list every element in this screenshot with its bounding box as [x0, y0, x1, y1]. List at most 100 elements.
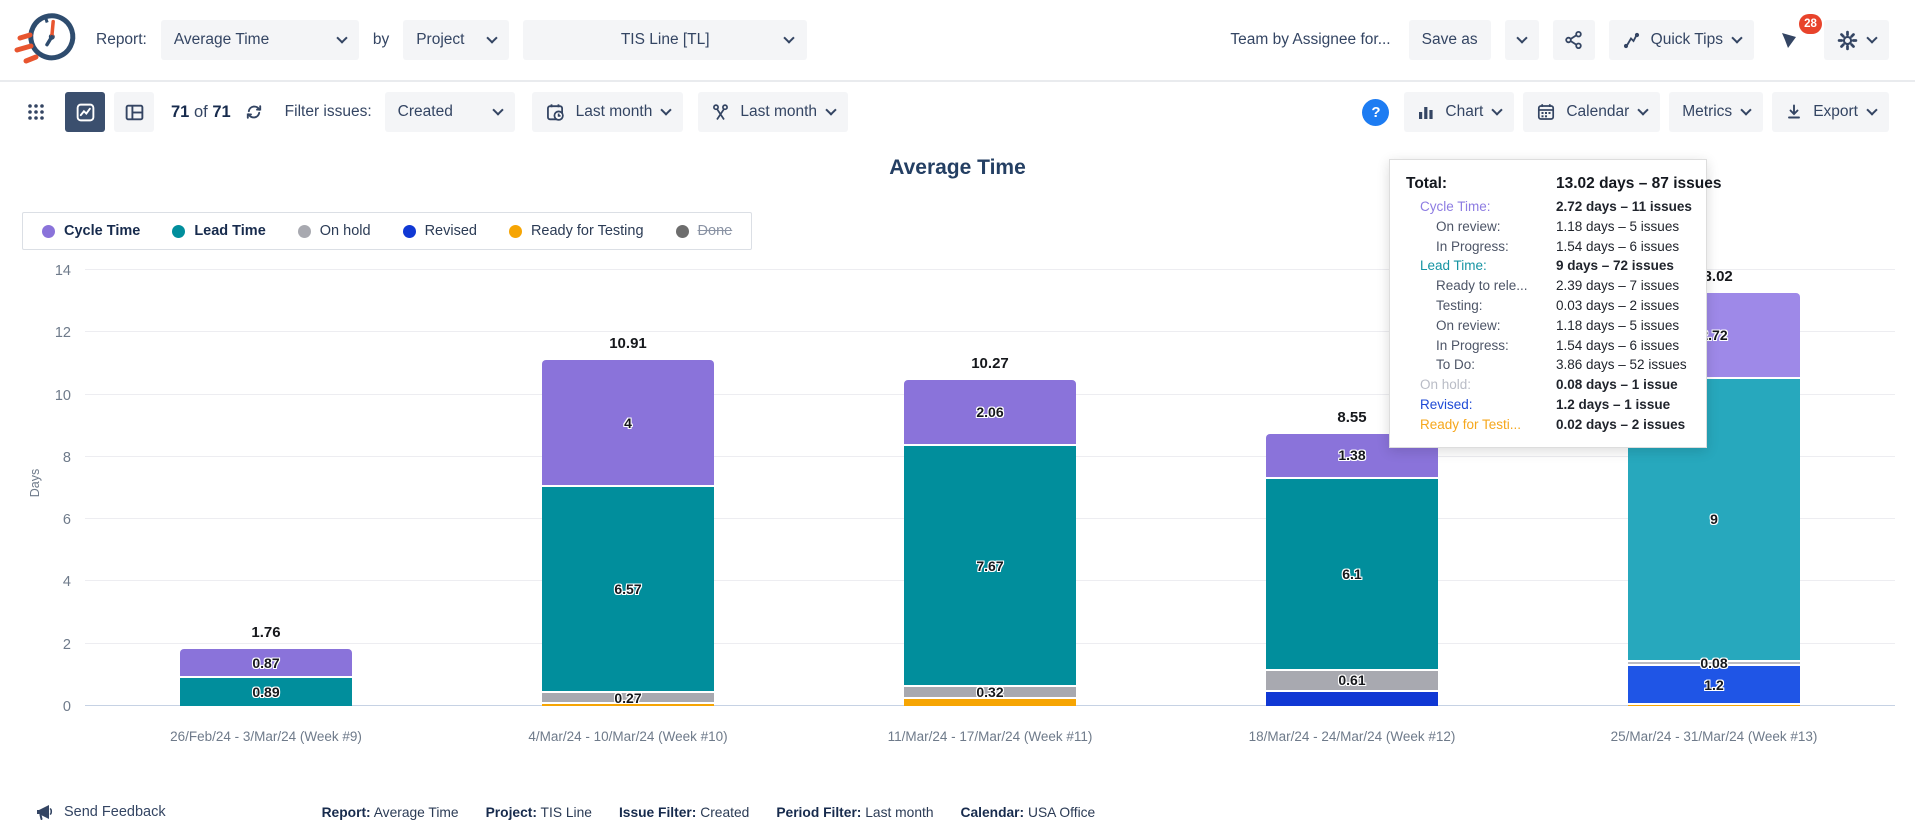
tooltip-label: In Progress: [1406, 237, 1556, 257]
segment-ready-for-testing[interactable] [904, 699, 1076, 706]
y-tick-label: 6 [35, 512, 71, 528]
segment-cycle-time[interactable]: 4 [542, 360, 714, 485]
legend-item-ready-for-testing[interactable]: Ready for Testing [509, 223, 644, 239]
flag-icon [1778, 29, 1800, 51]
gear-icon [1837, 30, 1858, 51]
summary-item-label: Project: [486, 805, 537, 820]
tooltip-value: 1.18 days – 5 issues [1556, 316, 1679, 336]
bar-week-4[interactable]: 1.38 6.1 0.61 [1266, 434, 1438, 706]
segment-revised[interactable]: 1.2 [1628, 666, 1800, 703]
bar-chart-icon [1417, 103, 1435, 121]
report-label: Report: [96, 31, 147, 49]
segment-lead-time[interactable]: 7.67 [904, 446, 1076, 685]
legend-item-revised[interactable]: Revised [403, 223, 477, 239]
x-tick-label: 25/Mar/24 - 31/Mar/24 (Week #13) [1549, 729, 1879, 744]
chart-section: Average Time Cycle TimeLead TimeOn holdR… [0, 156, 1915, 706]
send-feedback-button[interactable]: Send Feedback [28, 801, 172, 823]
segment-cycle-time[interactable]: 0.87 [180, 649, 352, 676]
bar-week-2[interactable]: 46.570.27 [542, 360, 714, 706]
segment-value-label: 1.2 [1704, 678, 1723, 692]
y-tick-label: 4 [35, 574, 71, 590]
report-type-select[interactable]: Average Time [161, 20, 359, 60]
report-summary: Report: Average TimeProject: TIS LineIss… [322, 805, 1096, 820]
legend-item-done[interactable]: Done [676, 223, 733, 239]
tooltip-row: Ready to rele...2.39 days – 7 issues [1406, 276, 1690, 296]
segment-lead-time[interactable]: 6.57 [542, 487, 714, 692]
segment-revised[interactable] [1266, 692, 1438, 706]
summary-item-calendar-: Calendar: USA Office [961, 805, 1096, 820]
quick-tips-icon [1622, 31, 1641, 50]
bar-total-label: 10.27 [890, 355, 1090, 372]
segment-on-hold[interactable]: 0.08 [1628, 662, 1800, 664]
saved-report-name: Team by Assignee for... [1230, 31, 1390, 49]
view-chart-button[interactable] [65, 92, 105, 132]
megaphone-icon [34, 802, 54, 822]
tooltip-row: In Progress:1.54 days – 6 issues [1406, 336, 1690, 356]
tooltip-row: On hold:0.08 days – 1 issue [1406, 375, 1690, 395]
tooltip-value: 1.54 days – 6 issues [1556, 336, 1679, 356]
x-tick-label: 11/Mar/24 - 17/Mar/24 (Week #11) [825, 729, 1155, 744]
legend-dot-icon [676, 225, 689, 238]
segment-value-label: 0.08 [1700, 656, 1727, 670]
tooltip-value: 1.54 days – 6 issues [1556, 237, 1679, 257]
metrics-menu-button[interactable]: Metrics [1669, 92, 1763, 132]
segment-value-label: 0.87 [252, 656, 279, 670]
save-as-dropdown-button[interactable] [1505, 20, 1539, 60]
tooltip-label: Testing: [1406, 296, 1556, 316]
tooltip-value: 0.03 days – 2 issues [1556, 296, 1679, 316]
tooltip-row: In Progress:1.54 days – 6 issues [1406, 237, 1690, 257]
chevron-down-icon [336, 32, 347, 43]
segment-cycle-time[interactable]: 2.06 [904, 380, 1076, 444]
segment-lead-time[interactable]: 0.89 [180, 678, 352, 706]
period-filter-select[interactable]: Last month [698, 92, 848, 132]
settings-button[interactable] [1824, 20, 1889, 60]
save-as-button[interactable]: Save as [1409, 20, 1491, 60]
segment-ready-for-testing[interactable] [1628, 705, 1800, 706]
legend-item-on-hold[interactable]: On hold [298, 223, 371, 239]
chart-line-icon [75, 102, 96, 123]
segment-lead-time[interactable]: 6.1 [1266, 479, 1438, 669]
chart-menu-button[interactable]: Chart [1404, 92, 1514, 132]
help-button[interactable]: ? [1362, 99, 1389, 126]
tooltip-value: 9 days – 72 issues [1556, 256, 1674, 276]
segment-on-hold[interactable]: 0.61 [1266, 671, 1438, 690]
notifications-button[interactable]: 28 [1768, 20, 1810, 60]
calendar-icon [1536, 102, 1556, 122]
chevron-down-icon [825, 104, 836, 115]
legend-item-lead-time[interactable]: Lead Time [172, 223, 265, 239]
bar-total-label: 10.91 [528, 335, 728, 352]
group-by-select[interactable]: Project [403, 20, 509, 60]
segment-value-label: 1.38 [1338, 448, 1365, 462]
quick-tips-button[interactable]: Quick Tips [1609, 20, 1754, 60]
tooltip-row: Total:13.02 days – 87 issues [1406, 171, 1690, 197]
project-select[interactable]: TIS Line [TL] [523, 20, 807, 60]
share-button[interactable] [1553, 20, 1595, 60]
legend-label: Done [698, 223, 733, 239]
tooltip-label: Revised: [1406, 395, 1556, 415]
issue-filter-select[interactable]: Created [385, 92, 515, 132]
legend-label: Lead Time [194, 223, 265, 239]
x-tick-label: 4/Mar/24 - 10/Mar/24 (Week #10) [463, 729, 793, 744]
tooltip-value: 1.18 days – 5 issues [1556, 217, 1679, 237]
legend-item-cycle-time[interactable]: Cycle Time [42, 223, 140, 239]
view-table-button[interactable] [114, 92, 154, 132]
segment-on-hold[interactable]: 0.27 [542, 693, 714, 701]
export-button[interactable]: Export [1772, 92, 1889, 132]
notification-badge: 28 [1799, 14, 1822, 34]
tooltip-row: Testing:0.03 days – 2 issues [1406, 296, 1690, 316]
refresh-button[interactable] [242, 100, 266, 124]
view-grid-button[interactable] [16, 92, 56, 132]
calendar-menu-button[interactable]: Calendar [1523, 92, 1660, 132]
tooltip-label: In Progress: [1406, 336, 1556, 356]
bar-week-1[interactable]: 0.87 0.89 [180, 649, 352, 706]
segment-on-hold[interactable]: 0.32 [904, 687, 1076, 697]
bar-week-3[interactable]: 2.067.67 0.32 [904, 380, 1076, 706]
summary-item-project-: Project: TIS Line [486, 805, 592, 820]
tooltip-value: 0.02 days – 2 issues [1556, 415, 1685, 435]
date-range-select[interactable]: Last month [532, 92, 684, 132]
legend-dot-icon [298, 225, 311, 238]
tooltip-label: To Do: [1406, 355, 1556, 375]
table-icon [124, 102, 145, 123]
tooltip-row: Cycle Time:2.72 days – 11 issues [1406, 197, 1690, 217]
chevron-down-icon [487, 32, 498, 43]
